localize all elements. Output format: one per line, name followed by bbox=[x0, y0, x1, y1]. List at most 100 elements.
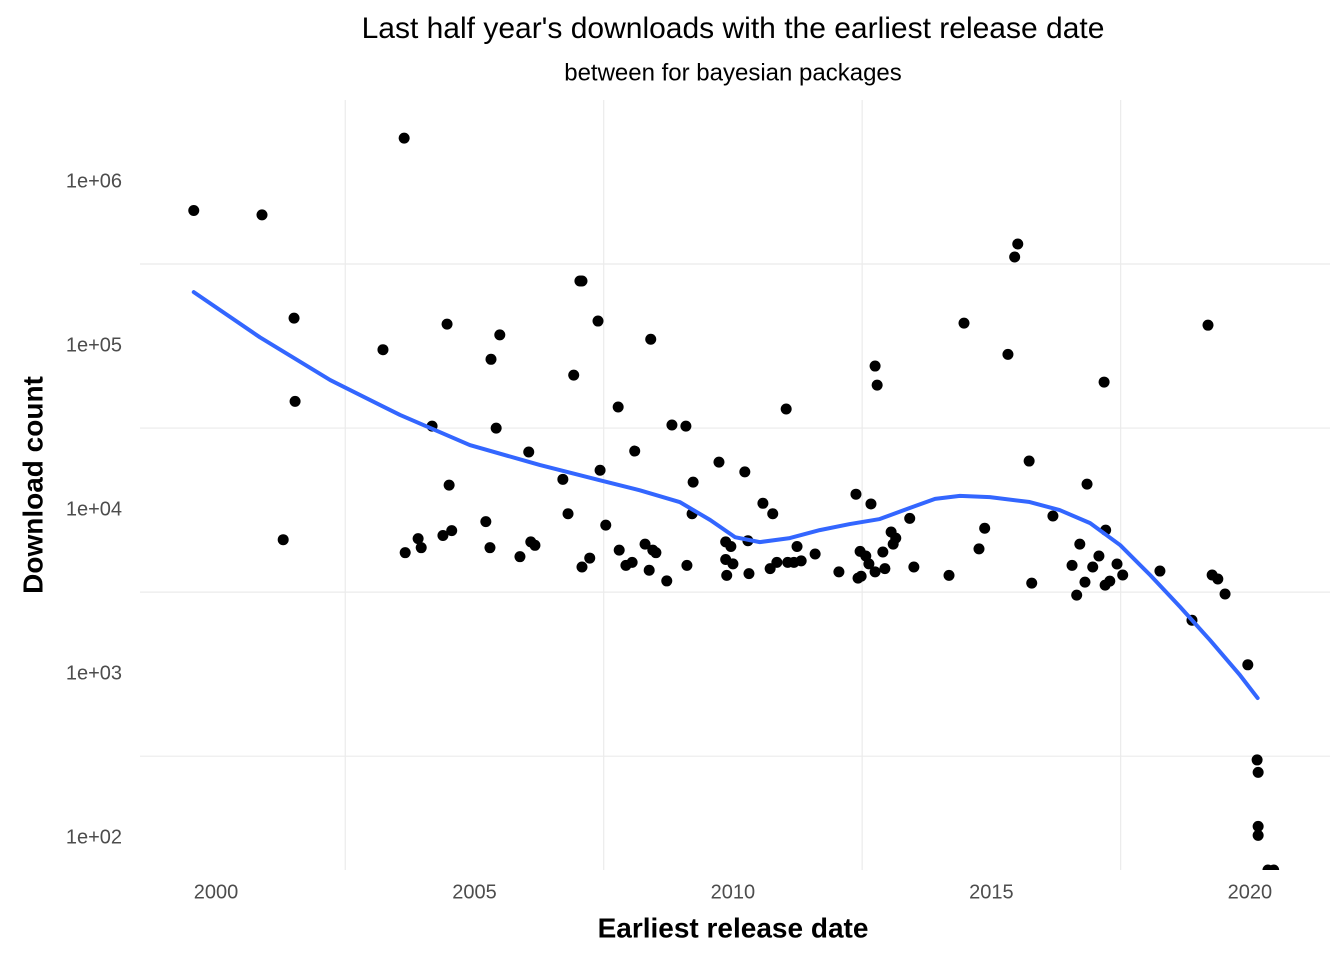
data-point bbox=[490, 422, 502, 434]
data-point bbox=[1104, 575, 1116, 587]
data-point bbox=[780, 403, 792, 415]
data-point bbox=[850, 488, 862, 500]
data-point bbox=[562, 508, 574, 520]
data-point bbox=[869, 566, 881, 578]
data-point bbox=[1117, 569, 1129, 581]
data-point bbox=[412, 533, 424, 545]
y-tick-label: 1e+04 bbox=[66, 498, 122, 520]
data-point bbox=[771, 556, 783, 568]
y-axis-label: Download count bbox=[17, 376, 48, 594]
data-point bbox=[277, 534, 289, 546]
data-point bbox=[721, 569, 733, 581]
data-point bbox=[877, 546, 889, 558]
data-point bbox=[399, 547, 411, 559]
x-tick-label: 2015 bbox=[969, 881, 1014, 903]
data-point bbox=[600, 519, 612, 531]
data-point bbox=[645, 333, 657, 345]
data-point bbox=[666, 419, 678, 431]
data-point bbox=[514, 551, 526, 563]
data-point bbox=[1081, 478, 1093, 490]
x-tick-label: 2000 bbox=[194, 881, 239, 903]
data-point bbox=[1093, 550, 1105, 562]
data-point bbox=[594, 464, 606, 476]
data-point bbox=[1219, 588, 1231, 600]
data-point bbox=[1212, 573, 1224, 585]
data-point bbox=[904, 512, 916, 524]
data-point bbox=[650, 547, 662, 559]
data-point bbox=[863, 558, 875, 570]
data-point bbox=[879, 563, 891, 575]
y-tick-label: 1e+06 bbox=[66, 170, 122, 192]
data-point bbox=[443, 479, 455, 491]
data-point bbox=[1154, 565, 1166, 577]
data-point bbox=[855, 570, 867, 582]
data-point bbox=[757, 497, 769, 509]
data-point bbox=[973, 543, 985, 555]
data-point bbox=[1026, 577, 1038, 589]
data-point bbox=[958, 317, 970, 329]
data-point bbox=[979, 522, 991, 534]
data-point bbox=[680, 420, 692, 432]
data-point bbox=[739, 466, 751, 478]
data-point bbox=[1087, 561, 1099, 573]
data-point bbox=[890, 532, 902, 544]
data-point bbox=[869, 360, 881, 372]
data-point bbox=[584, 552, 596, 564]
data-point bbox=[871, 379, 883, 391]
data-point bbox=[908, 561, 920, 573]
data-point bbox=[743, 568, 755, 580]
data-point bbox=[446, 525, 458, 537]
data-point bbox=[415, 542, 427, 554]
data-point bbox=[639, 538, 651, 550]
data-point bbox=[833, 566, 845, 578]
data-point bbox=[441, 318, 453, 330]
data-point bbox=[485, 353, 497, 365]
data-point bbox=[1002, 348, 1014, 360]
chart-title: Last half year's downloads with the earl… bbox=[362, 12, 1105, 45]
data-point bbox=[767, 508, 779, 520]
data-point bbox=[612, 401, 624, 413]
data-point bbox=[288, 312, 300, 324]
data-point bbox=[1202, 319, 1214, 331]
data-point bbox=[1268, 864, 1280, 870]
data-point bbox=[592, 315, 604, 327]
trend-line bbox=[191, 290, 1260, 701]
data-point bbox=[480, 516, 492, 528]
data-point bbox=[576, 561, 588, 573]
data-point bbox=[725, 540, 737, 552]
data-point bbox=[626, 556, 638, 568]
x-tick-label: 2020 bbox=[1228, 881, 1273, 903]
data-point bbox=[865, 498, 877, 510]
data-point bbox=[377, 344, 389, 356]
data-point bbox=[613, 544, 625, 556]
grid: 2000 2005 2010 2015 2020 1e+02 1e+03 1e+04 1e+05… bbox=[66, 100, 1330, 903]
data-point bbox=[1252, 766, 1264, 778]
data-point bbox=[1009, 251, 1021, 263]
data-point bbox=[484, 542, 496, 554]
data-point bbox=[1012, 238, 1024, 250]
data-point bbox=[1098, 376, 1110, 388]
data-point bbox=[289, 395, 301, 407]
data-point bbox=[713, 456, 725, 468]
data-point bbox=[557, 473, 569, 485]
plot-area bbox=[188, 132, 1280, 870]
data-point bbox=[576, 275, 588, 287]
data-point bbox=[681, 559, 693, 571]
y-tick-label: 1e+03 bbox=[66, 662, 122, 684]
data-point bbox=[494, 329, 506, 341]
data-point bbox=[661, 575, 673, 587]
data-point bbox=[1074, 538, 1086, 550]
data-point bbox=[529, 539, 541, 551]
data-point bbox=[795, 555, 807, 567]
data-point bbox=[643, 564, 655, 576]
x-axis-label: Earliest release date bbox=[598, 912, 869, 943]
data-point bbox=[1252, 820, 1264, 832]
data-point bbox=[1242, 659, 1254, 671]
data-point bbox=[1251, 754, 1263, 766]
data-point bbox=[687, 476, 699, 488]
data-point bbox=[523, 446, 535, 458]
data-point bbox=[1023, 455, 1035, 467]
data-point bbox=[791, 540, 803, 552]
data-point bbox=[1071, 589, 1083, 601]
